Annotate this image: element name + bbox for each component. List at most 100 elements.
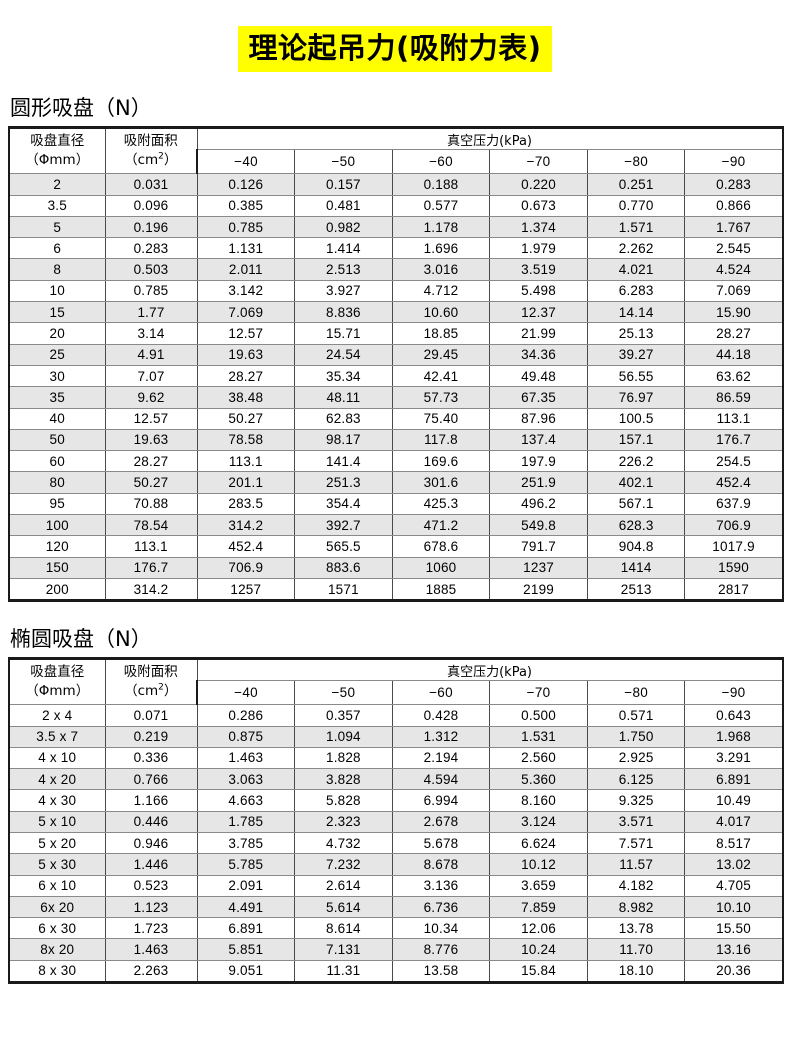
table-row: 4 x 30 1.166 4.663 5.828 6.994 8.160 9.325 10.4… — [8, 789, 784, 812]
table-row: 150 176.7 706.9 883.6 1060 1237 1414 1590 — [8, 556, 784, 579]
cell-force-value: 1257 — [196, 577, 296, 603]
cell-area: 1.166 — [104, 789, 198, 812]
cell-diameter: 80 — [8, 471, 106, 494]
table-row: 5 x 30 1.446 5.785 7.232 8.678 10.12 11.57 13.0… — [8, 853, 784, 876]
cell-force-value: 42.41 — [391, 364, 491, 388]
cell-force-value: 18.10 — [586, 959, 686, 985]
cell-diameter: 5 x 10 — [8, 810, 106, 833]
column-header-pressure: −70 — [489, 680, 588, 706]
cell-area: 78.54 — [104, 514, 198, 537]
cell-force-value: 13.78 — [586, 917, 686, 940]
column-group-header-vacuum-pressure: 真空压力(kPa) — [196, 657, 784, 682]
cell-force-value: 1.767 — [684, 215, 784, 239]
cell-force-value: 2.194 — [391, 746, 491, 770]
cell-diameter: 2 — [8, 173, 106, 196]
cell-force-value: 1.312 — [391, 725, 491, 748]
table-row: 120 113.1 452.4 565.5 678.6 791.7 904.8 1017.9 — [8, 535, 784, 558]
cell-force-value: 10.49 — [684, 789, 784, 812]
cell-force-value: 75.40 — [391, 407, 491, 430]
column-header-pressure: −50 — [294, 149, 393, 175]
cell-force-value: 20.36 — [684, 959, 784, 985]
cell-diameter: 5 x 30 — [8, 853, 106, 876]
table-row: 8 0.503 2.011 2.513 3.016 3.519 4.021 4.524 — [8, 258, 784, 281]
column-header-pressure: −40 — [196, 149, 296, 175]
cell-diameter: 50 — [8, 428, 106, 452]
cell-force-value: 1.414 — [294, 237, 393, 260]
cell-force-value: 3.659 — [489, 874, 588, 897]
area-unit-prefix: （cm — [124, 683, 159, 700]
cell-force-value: 6.283 — [586, 279, 686, 303]
cell-force-value: 0.866 — [684, 194, 784, 217]
cell-diameter: 200 — [8, 577, 106, 603]
cell-area: 50.27 — [104, 471, 198, 494]
cell-area: 1.463 — [104, 938, 198, 961]
table-row: 50 19.63 78.58 98.17 117.8 137.4 157.1 176.7 — [8, 428, 784, 452]
cell-force-value: 12.57 — [196, 322, 296, 345]
area-unit-suffix: ） — [163, 683, 178, 700]
cell-force-value: 8.160 — [489, 789, 588, 812]
cell-diameter: 3.5 — [8, 194, 106, 217]
cell-force-value: 2.323 — [294, 810, 393, 833]
cell-force-value: 1.374 — [489, 215, 588, 239]
cell-force-value: 4.017 — [684, 810, 784, 833]
column-header-pressure: −60 — [391, 149, 491, 175]
cell-force-value: 3.291 — [684, 746, 784, 770]
cell-area: 1.723 — [104, 917, 198, 940]
cell-area: 0.031 — [104, 173, 198, 196]
cell-force-value: 4.712 — [391, 279, 491, 303]
cell-force-value: 12.06 — [489, 917, 588, 940]
column-header-pressure: −90 — [684, 680, 784, 706]
cell-diameter: 25 — [8, 343, 106, 366]
cell-force-value: 2.925 — [586, 746, 686, 770]
cell-force-value: 2199 — [489, 577, 588, 603]
cell-diameter: 30 — [8, 364, 106, 388]
cell-force-value: 4.021 — [586, 258, 686, 281]
cell-area: 1.77 — [104, 301, 198, 324]
cell-diameter: 10 — [8, 279, 106, 303]
cell-force-value: 1237 — [489, 556, 588, 579]
cell-force-value: 567.1 — [586, 492, 686, 516]
cell-force-value: 8.517 — [684, 831, 784, 855]
cell-area: 314.2 — [104, 577, 198, 603]
cell-force-value: 15.90 — [684, 301, 784, 324]
cell-force-value: 113.1 — [684, 407, 784, 430]
table-header: 吸盘直径 （Φmm） 吸附面积 （cm2） 真空压力(kPa) −40 −50 −60 −70−… — [8, 126, 784, 175]
cell-force-value: 2513 — [586, 577, 686, 603]
cell-force-value: 5.678 — [391, 831, 491, 855]
area-unit-prefix: （cm — [124, 152, 159, 169]
diameter-header-line2: （Φmm） — [25, 683, 90, 700]
cell-force-value: 10.60 — [391, 301, 491, 324]
table-row: 20 3.14 12.57 15.71 18.85 21.99 25.13 28.27 — [8, 322, 784, 345]
cell-force-value: 0.385 — [196, 194, 296, 217]
cell-force-value: 1.178 — [391, 215, 491, 239]
cell-force-value: 7.131 — [294, 938, 393, 961]
cell-force-value: 5.614 — [294, 895, 393, 919]
cell-force-value: 28.27 — [684, 322, 784, 345]
cell-force-value: 2.262 — [586, 237, 686, 260]
cell-force-value: 402.1 — [586, 471, 686, 494]
cell-force-value: 0.500 — [489, 704, 588, 727]
cell-force-value: 87.96 — [489, 407, 588, 430]
table-row: 4 x 20 0.766 3.063 3.828 4.594 5.360 6.125 6.89… — [8, 768, 784, 791]
cell-force-value: 15.50 — [684, 917, 784, 940]
cell-force-value: 4.594 — [391, 768, 491, 791]
cell-area: 28.27 — [104, 450, 198, 473]
cell-force-value: 4.182 — [586, 874, 686, 897]
cell-force-value: 1885 — [391, 577, 491, 603]
cell-force-value: 13.02 — [684, 853, 784, 876]
cell-diameter: 8 x 30 — [8, 959, 106, 985]
cell-force-value: 8.836 — [294, 301, 393, 324]
cell-force-value: 169.6 — [391, 450, 491, 473]
cell-force-value: 44.18 — [684, 343, 784, 366]
area-header-line1: 吸附面积 — [123, 133, 178, 150]
cell-force-value: 5.828 — [294, 789, 393, 812]
cell-force-value: 117.8 — [391, 428, 491, 452]
cell-force-value: 4.524 — [684, 258, 784, 281]
cell-diameter: 15 — [8, 301, 106, 324]
table-row: 3.5 x 7 0.219 0.875 1.094 1.312 1.531 1.750 1.9… — [8, 725, 784, 748]
area-header-line2: （cm2） — [106, 682, 197, 701]
cell-area: 0.946 — [104, 831, 198, 855]
column-header-pressure: −50 — [294, 680, 393, 706]
table-row: 35 9.62 38.48 48.11 57.73 67.35 76.97 86.59 — [8, 386, 784, 409]
column-header-diameter: 吸盘直径 （Φmm） — [8, 126, 106, 175]
